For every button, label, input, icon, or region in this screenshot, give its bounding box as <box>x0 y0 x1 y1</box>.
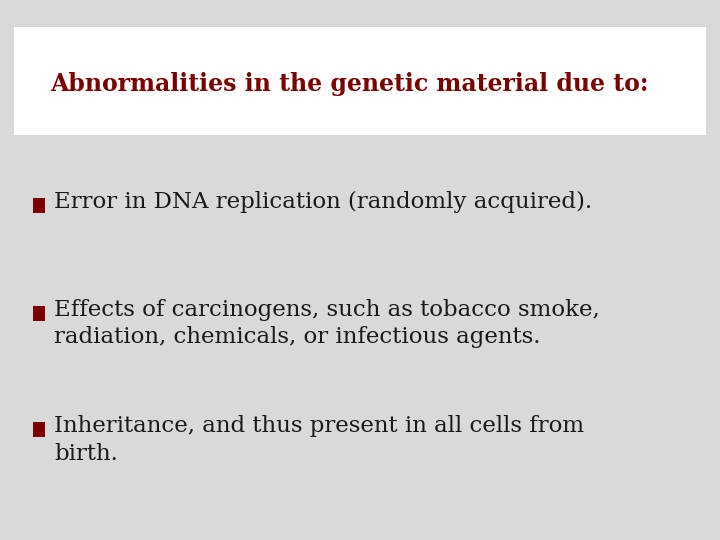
Text: birth.: birth. <box>54 443 118 464</box>
Text: Inheritance, and thus present in all cells from: Inheritance, and thus present in all cel… <box>54 415 584 437</box>
Text: radiation, chemicals, or infectious agents.: radiation, chemicals, or infectious agen… <box>54 327 541 348</box>
Text: Abnormalities in the genetic material due to:: Abnormalities in the genetic material du… <box>50 72 649 96</box>
Text: Error in DNA replication (randomly acquired).: Error in DNA replication (randomly acqui… <box>54 191 592 213</box>
Text: Effects of carcinogens, such as tobacco smoke,: Effects of carcinogens, such as tobacco … <box>54 299 600 321</box>
Bar <box>33 422 45 437</box>
Bar <box>33 306 45 321</box>
Bar <box>33 198 45 213</box>
FancyBboxPatch shape <box>14 27 706 135</box>
